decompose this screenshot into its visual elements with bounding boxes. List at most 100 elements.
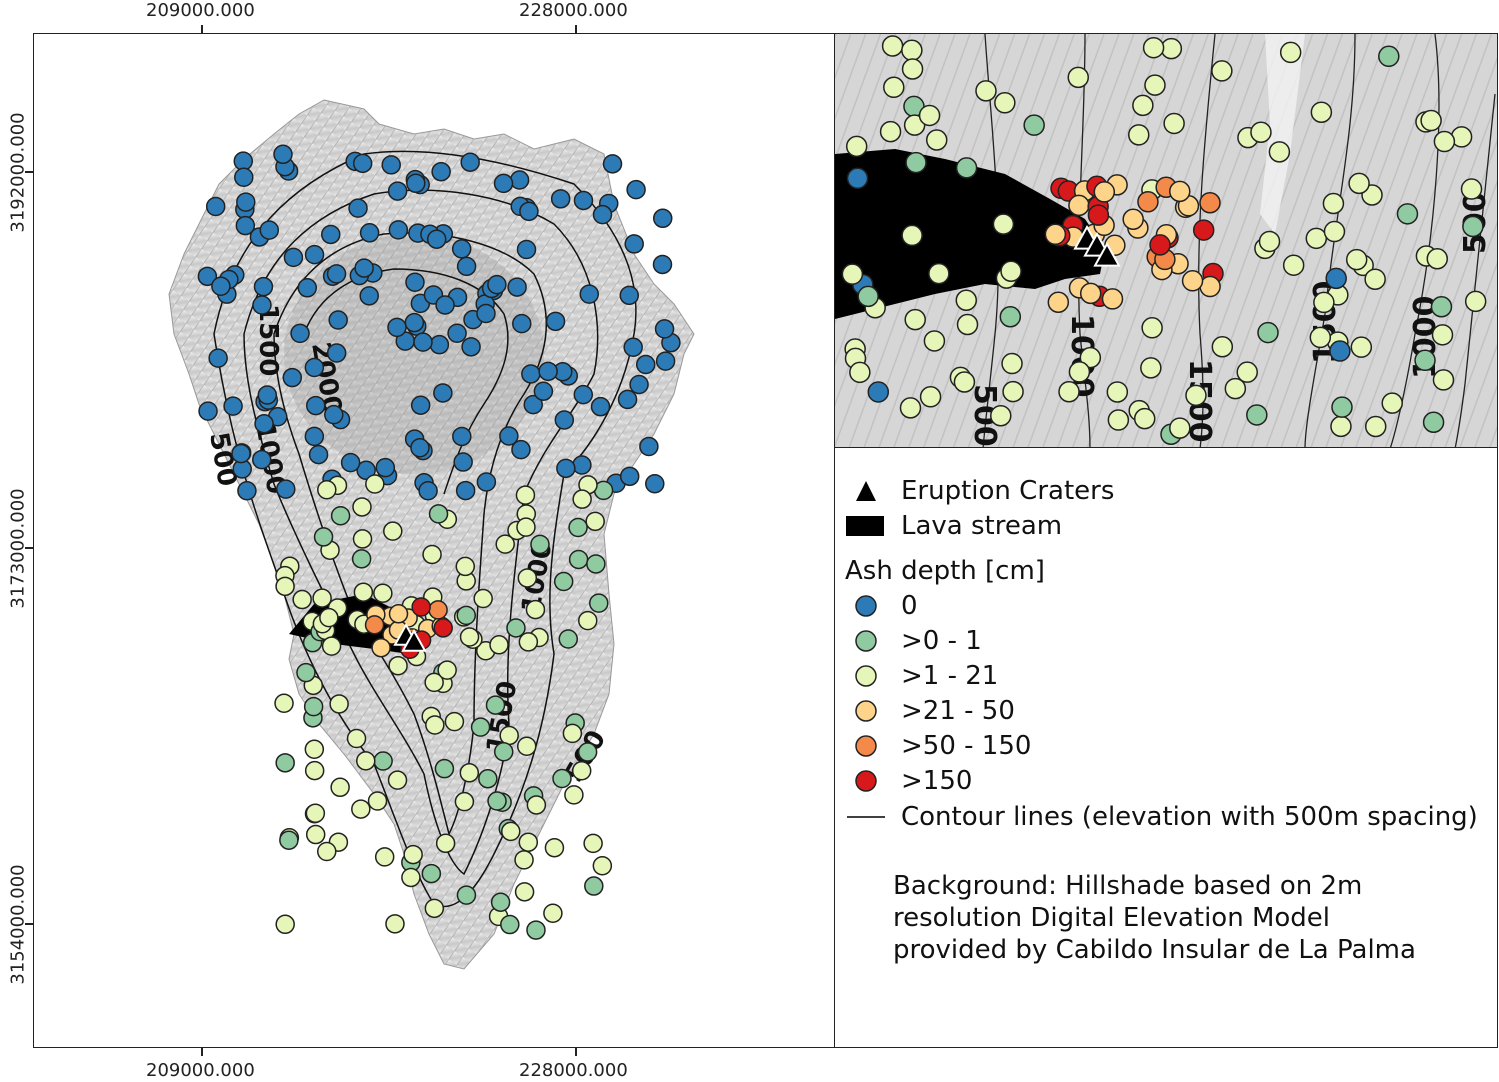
sample-point bbox=[1258, 230, 1281, 253]
main-map[interactable]: 1500 2000 1000 500 1000 1500 500 bbox=[33, 33, 835, 1048]
sample-point bbox=[356, 460, 376, 481]
legend-class-row: >0 - 1 bbox=[845, 626, 982, 656]
legend-background-note: Background: Hillshade based on 2m resolu… bbox=[893, 870, 1416, 966]
sample-point bbox=[579, 284, 600, 304]
sample-point bbox=[925, 129, 948, 151]
sample-point bbox=[578, 610, 598, 631]
sample-point bbox=[456, 885, 477, 905]
sample-point bbox=[1462, 215, 1484, 238]
sample-point bbox=[645, 474, 665, 494]
sample-point bbox=[511, 439, 531, 460]
legend-craters-label: Eruption Craters bbox=[901, 476, 1115, 506]
sample-point bbox=[500, 914, 520, 935]
sample-point bbox=[573, 190, 594, 211]
sample-point bbox=[923, 330, 946, 352]
sample-point bbox=[1331, 396, 1353, 418]
sample-point bbox=[585, 511, 605, 532]
circle-icon bbox=[845, 591, 887, 621]
sample-point bbox=[554, 410, 575, 430]
sample-point bbox=[525, 599, 546, 620]
eruption-craters bbox=[393, 622, 427, 652]
inset-ridge bbox=[1260, 34, 1305, 234]
contour-label: 1500 bbox=[253, 304, 283, 376]
inset-map[interactable]: 500 1000 1500 1500 1000 500 bbox=[834, 33, 1498, 448]
legend-contours-row: Contour lines (elevation with 500m spaci… bbox=[845, 802, 1478, 832]
sample-point bbox=[454, 791, 475, 812]
sample-point bbox=[577, 742, 598, 762]
sample-point bbox=[493, 173, 514, 194]
sample-point bbox=[1350, 336, 1373, 358]
sample-point bbox=[456, 256, 477, 277]
sample-point bbox=[1169, 180, 1191, 203]
legend-class-row: >1 - 21 bbox=[845, 661, 998, 691]
sample-point bbox=[324, 404, 344, 425]
sample-point bbox=[385, 914, 405, 934]
sample-point bbox=[274, 693, 294, 713]
sample-point bbox=[1279, 41, 1302, 64]
sample-point bbox=[320, 224, 341, 245]
sample-point bbox=[515, 485, 536, 505]
sample-point bbox=[275, 753, 295, 773]
ash-sample-points bbox=[197, 144, 681, 940]
sample-point bbox=[846, 167, 869, 190]
sample-point bbox=[418, 481, 438, 501]
sample-point bbox=[371, 637, 391, 658]
sample-point bbox=[353, 582, 374, 602]
sample-point bbox=[1185, 384, 1207, 407]
sample-point bbox=[571, 760, 592, 781]
sample-point bbox=[434, 758, 455, 779]
sample-point bbox=[460, 152, 480, 172]
sample-point bbox=[367, 791, 388, 811]
sample-point bbox=[1381, 392, 1403, 414]
sample-point bbox=[279, 830, 299, 850]
sample-point bbox=[356, 751, 376, 771]
sample-point bbox=[296, 662, 316, 683]
sample-point bbox=[444, 711, 465, 732]
sample-point bbox=[654, 319, 675, 339]
legend-class-label: 0 bbox=[901, 591, 918, 621]
sample-point bbox=[568, 549, 589, 570]
sample-point bbox=[470, 717, 491, 737]
sample-point bbox=[652, 208, 673, 229]
sample-point bbox=[487, 274, 507, 295]
sample-point bbox=[1431, 324, 1454, 346]
sample-point bbox=[433, 618, 453, 638]
sample-point bbox=[223, 396, 243, 416]
main-map-canvas: 1500 2000 1000 500 1000 1500 500 bbox=[168, 99, 695, 970]
sample-point bbox=[346, 728, 367, 749]
sample-point bbox=[428, 504, 449, 524]
sample-point bbox=[410, 437, 430, 458]
sample-point bbox=[452, 426, 472, 447]
sample-point bbox=[516, 736, 537, 757]
sample-point bbox=[275, 576, 295, 597]
sample-point bbox=[568, 517, 588, 538]
sample-point bbox=[403, 844, 423, 865]
sample-point bbox=[1330, 415, 1352, 438]
legend-note-line: provided by Cabildo Insular de La Palma bbox=[893, 935, 1416, 965]
sample-point bbox=[1058, 380, 1080, 403]
sample-point bbox=[655, 351, 676, 371]
tick bbox=[25, 547, 33, 549]
legend-class-row: >150 bbox=[845, 766, 972, 796]
sample-point bbox=[1107, 409, 1130, 431]
sample-point bbox=[459, 627, 480, 647]
sample-point bbox=[485, 695, 506, 715]
sample-point bbox=[348, 198, 368, 218]
legend-class-label: >21 - 50 bbox=[901, 696, 1015, 726]
sample-point bbox=[899, 397, 922, 419]
sample-point bbox=[473, 588, 493, 609]
sample-point bbox=[857, 285, 879, 308]
sample-point bbox=[556, 458, 576, 479]
sample-point bbox=[512, 313, 532, 334]
sample-point bbox=[489, 635, 509, 655]
sample-point bbox=[572, 455, 592, 475]
sample-point bbox=[1163, 112, 1185, 135]
sample-point bbox=[276, 479, 296, 499]
sample-point bbox=[388, 220, 409, 240]
sample-point bbox=[928, 262, 950, 285]
sample-point bbox=[1101, 288, 1124, 310]
sample-point bbox=[383, 521, 403, 541]
sample-point bbox=[388, 604, 409, 624]
sample-point bbox=[1192, 219, 1215, 241]
inset-ash-sample-points bbox=[841, 35, 1487, 445]
